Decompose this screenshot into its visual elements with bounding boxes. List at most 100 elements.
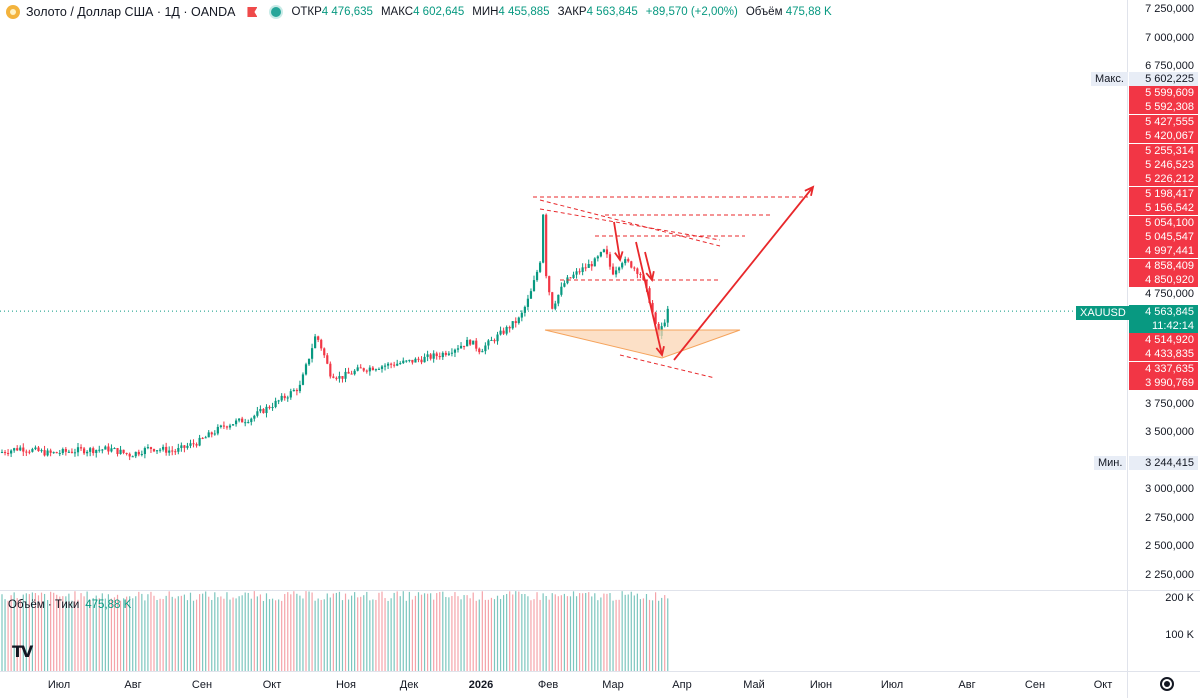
volume-bar bbox=[661, 597, 663, 671]
candle-body bbox=[216, 426, 219, 434]
candle-body bbox=[113, 448, 116, 450]
volume-bar bbox=[351, 595, 353, 671]
candle-body bbox=[10, 450, 13, 454]
candle-body bbox=[393, 364, 396, 366]
volume-bar bbox=[110, 598, 113, 671]
volume-bar bbox=[639, 599, 641, 671]
price-chart-pane[interactable]: Золото / Доллар США · 1Д · OANDA ОТКР4 4… bbox=[0, 0, 1128, 590]
volume-bar bbox=[481, 591, 483, 671]
alert-price-label: 4 997,441 bbox=[1129, 244, 1198, 259]
candle-body bbox=[542, 214, 545, 263]
candle-body bbox=[496, 334, 499, 342]
candle-body bbox=[174, 451, 177, 453]
volume-bar bbox=[633, 595, 635, 671]
volume-bar bbox=[220, 596, 222, 671]
volume-bar bbox=[271, 598, 274, 671]
volume-bar bbox=[180, 595, 182, 671]
pane-divider[interactable] bbox=[0, 590, 1200, 591]
volume-title[interactable]: Объём · Тики bbox=[8, 599, 80, 611]
alert-price-label: 5 226,212 bbox=[1129, 172, 1198, 187]
candle-body bbox=[149, 447, 153, 449]
price-scale[interactable]: 7 250,000 7 000,000 6 750,000 4 750,000 … bbox=[1128, 0, 1200, 590]
candle-body bbox=[314, 336, 317, 349]
candle-body bbox=[490, 339, 493, 341]
volume-bar bbox=[16, 598, 18, 671]
candle-body bbox=[177, 447, 180, 452]
candle-body bbox=[557, 294, 560, 304]
candle-body bbox=[332, 376, 335, 378]
price-tick: 7 250,000 bbox=[1145, 3, 1194, 15]
candle-body bbox=[289, 391, 292, 398]
volume-bar bbox=[478, 599, 480, 671]
volume-bar bbox=[4, 599, 6, 671]
volume-bar bbox=[582, 593, 584, 671]
time-label: Июл bbox=[880, 679, 904, 691]
candle-body bbox=[526, 298, 530, 307]
time-label: Апр bbox=[672, 679, 692, 691]
small-drop-arrow bbox=[613, 221, 621, 261]
candle-body bbox=[450, 352, 454, 354]
candle-body bbox=[365, 370, 368, 372]
alert-price-label: 5 156,542 bbox=[1129, 201, 1198, 216]
volume-scale[interactable]: 200 K 100 K bbox=[1128, 591, 1200, 671]
current-price-label: 4 563,845 bbox=[1129, 305, 1198, 319]
volume-bar bbox=[448, 597, 450, 671]
dashed-level-line bbox=[619, 354, 716, 379]
volume-bar bbox=[135, 596, 137, 671]
candle-body bbox=[98, 449, 101, 451]
candle-body bbox=[578, 271, 581, 273]
volume-bar bbox=[469, 598, 471, 671]
open-value: 4 476,635 bbox=[321, 6, 373, 18]
candle-body bbox=[207, 432, 210, 438]
candlestick-chart[interactable] bbox=[0, 0, 1128, 590]
volume-bar bbox=[575, 596, 578, 671]
volume-bar bbox=[612, 600, 614, 671]
price-tick: 3 500,000 bbox=[1145, 426, 1194, 438]
candle-body bbox=[581, 267, 584, 272]
volume-bar bbox=[344, 593, 347, 671]
volume-bar bbox=[265, 593, 268, 671]
volume-bar bbox=[104, 598, 106, 671]
volume-bar bbox=[542, 593, 544, 671]
small-drop-arrow-2 bbox=[644, 251, 653, 281]
candle-body bbox=[605, 249, 609, 255]
candle-body bbox=[624, 259, 627, 264]
candle-body bbox=[180, 445, 183, 448]
time-axis[interactable]: Июл Авг Сен Окт Ноя Дек 2026 Фев Мар Апр… bbox=[0, 672, 1200, 698]
candle-body bbox=[386, 363, 390, 366]
dashed-level-line bbox=[539, 208, 721, 241]
candle-body bbox=[304, 364, 308, 375]
candle-body bbox=[347, 371, 350, 374]
volume-bar bbox=[347, 599, 350, 671]
candle-body bbox=[368, 367, 371, 372]
volume-bar bbox=[566, 596, 569, 671]
candle-body bbox=[335, 377, 338, 379]
volume-bar bbox=[177, 596, 179, 671]
candle-body bbox=[107, 446, 110, 452]
candle-body bbox=[639, 273, 642, 276]
volume-bar bbox=[563, 593, 565, 671]
candle-body bbox=[40, 450, 43, 452]
candle-body bbox=[326, 355, 329, 364]
candle-body bbox=[274, 400, 277, 408]
candle-body bbox=[22, 447, 25, 452]
volume-bar bbox=[317, 598, 319, 671]
settings-gear-icon[interactable] bbox=[1160, 677, 1174, 691]
volume-bar bbox=[454, 592, 456, 671]
candle-body bbox=[499, 330, 502, 335]
volume-bar bbox=[95, 595, 97, 671]
volume-bar bbox=[594, 593, 596, 671]
volume-pane[interactable]: Объём · Тики 475,88 K TV bbox=[0, 591, 1128, 671]
volume-bar bbox=[472, 592, 474, 671]
volume-bar bbox=[408, 591, 410, 671]
symbol-tag: XAUUSD bbox=[1076, 306, 1130, 320]
volume-bar bbox=[554, 594, 556, 671]
symbol-title[interactable]: Золото / Доллар США · 1Д · OANDA bbox=[26, 5, 236, 19]
volume-bar bbox=[74, 591, 76, 671]
time-label: Фев bbox=[537, 679, 559, 691]
candle-body bbox=[545, 214, 548, 277]
tradingview-logo[interactable]: TV bbox=[12, 642, 33, 661]
volume-bar bbox=[600, 597, 602, 671]
flag-icon[interactable] bbox=[247, 7, 258, 17]
volume-bar bbox=[667, 598, 669, 671]
